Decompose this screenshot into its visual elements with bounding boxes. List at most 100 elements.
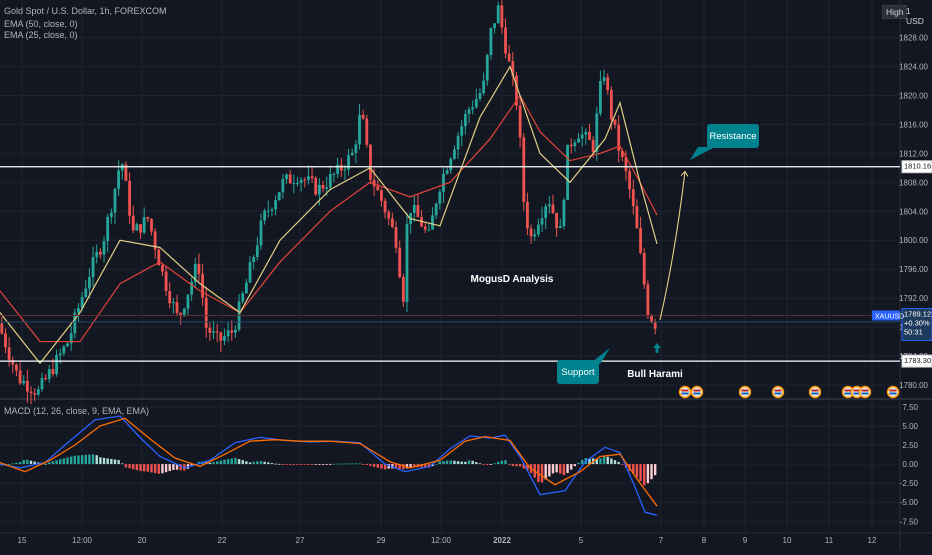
candle-body <box>635 206 639 229</box>
time-tick-label: 22 <box>218 536 227 545</box>
candle-body <box>438 191 442 204</box>
candle-body <box>36 389 40 395</box>
candle-body <box>270 209 274 211</box>
candle-body <box>161 265 164 272</box>
price-tick-label: 1828.00 <box>899 34 928 43</box>
candle-body <box>164 271 168 292</box>
macd-histogram-bar <box>325 464 328 465</box>
macd-histogram-bar <box>602 456 606 465</box>
us-flag-stripe <box>811 389 819 392</box>
macd-histogram-bar <box>314 464 317 465</box>
price-tick-label: 1796.00 <box>899 265 928 274</box>
us-flag-stripe <box>889 392 897 395</box>
macd-histogram-bar <box>179 464 182 471</box>
macd-histogram-bar <box>248 462 252 465</box>
candle-body <box>292 183 296 185</box>
macd-histogram-bar <box>88 454 91 465</box>
candle-body <box>234 329 237 333</box>
price-tick-label: 1808.00 <box>899 178 928 187</box>
macd-histogram-bar <box>321 464 325 465</box>
candle-body <box>522 137 526 202</box>
macd-histogram-bar <box>172 464 175 470</box>
candle-body <box>157 249 161 266</box>
macd-histogram-bar <box>135 464 139 471</box>
candle-body <box>80 296 84 309</box>
macd-histogram-bar <box>482 464 485 465</box>
candle-body <box>628 171 632 190</box>
macd-histogram-bar <box>577 462 580 465</box>
macd-histogram-bar <box>372 464 376 467</box>
macd-histogram-bar <box>566 464 569 473</box>
price-tick-label: 1820.00 <box>899 92 928 101</box>
candle-body <box>91 257 95 278</box>
candle-body <box>365 118 369 145</box>
macd-histogram-bar <box>285 464 288 465</box>
macd-histogram-bar <box>66 457 69 465</box>
candle-body <box>314 178 318 195</box>
last-price-label-text: 50:31 <box>904 328 923 337</box>
us-flag-icon <box>738 385 752 399</box>
candle-body <box>504 27 507 54</box>
analysis-title: MogusD Analysis <box>471 274 554 285</box>
macd-tick-label: -5.00 <box>900 498 919 507</box>
macd-histogram-bar <box>318 464 321 465</box>
macd-histogram-bar <box>175 464 179 470</box>
candle-body <box>98 251 102 255</box>
macd-histogram-bar <box>489 464 493 465</box>
macd-histogram-bar <box>493 463 496 465</box>
candle-body <box>204 297 208 328</box>
macd-histogram-bar <box>110 458 113 465</box>
candle-body <box>431 215 434 230</box>
macd-histogram-bar <box>573 464 577 467</box>
candle-body <box>208 327 212 333</box>
macd-histogram-bar <box>113 459 117 465</box>
symbol-title: Gold Spot / U.S. Dollar, 1h, FOREXCOM <box>4 6 167 16</box>
candle-body <box>317 184 321 195</box>
candle-body <box>471 107 475 110</box>
currency-unit-button[interactable]: 1 USD <box>906 6 924 26</box>
support-callout-pointer <box>592 348 610 364</box>
macd-histogram-bar <box>259 461 263 465</box>
macd-histogram-bar <box>59 459 62 465</box>
macd-histogram-bar <box>303 464 306 465</box>
macd-histogram-bar <box>402 464 405 470</box>
macd-histogram-bar <box>288 464 292 465</box>
macd-histogram-bar <box>518 464 522 467</box>
high-button[interactable]: High <box>882 5 908 19</box>
candle-body <box>58 353 62 356</box>
macd-histogram-bar <box>361 464 365 465</box>
macd-histogram-bar <box>161 464 164 474</box>
us-flag-stripe <box>889 389 897 392</box>
resistance-callout-pointer <box>690 147 715 160</box>
candle-body <box>606 77 610 91</box>
candle-body <box>274 200 277 210</box>
us-flag-icon <box>886 385 900 399</box>
macd-histogram-bar <box>617 461 620 465</box>
macd-histogram-bar <box>278 463 281 465</box>
pattern-arrow-icon <box>653 343 661 353</box>
candle-body <box>376 186 380 191</box>
candle-body <box>95 251 99 258</box>
candle-body <box>463 114 467 127</box>
candle-body <box>120 164 124 171</box>
candle-body <box>263 210 267 221</box>
candle-body <box>4 333 7 348</box>
macd-histogram-bar <box>526 464 529 471</box>
candle-body <box>460 126 464 136</box>
macd-histogram-bar <box>548 464 551 477</box>
macd-histogram-bar <box>55 460 58 465</box>
macd-histogram-bar <box>632 464 635 474</box>
macd-histogram-bar <box>33 461 36 465</box>
time-tick-label: 2022 <box>493 536 511 545</box>
candle-body <box>113 188 117 213</box>
macd-histogram-bar <box>405 464 409 469</box>
macd-histogram-bar <box>347 463 350 465</box>
candle-body <box>124 164 128 181</box>
macd-histogram-bar <box>11 463 14 465</box>
macd-histogram-bar <box>69 456 73 465</box>
macd-histogram-bar <box>99 457 102 465</box>
candle-body <box>175 302 179 314</box>
macd-histogram-bar <box>84 454 87 465</box>
